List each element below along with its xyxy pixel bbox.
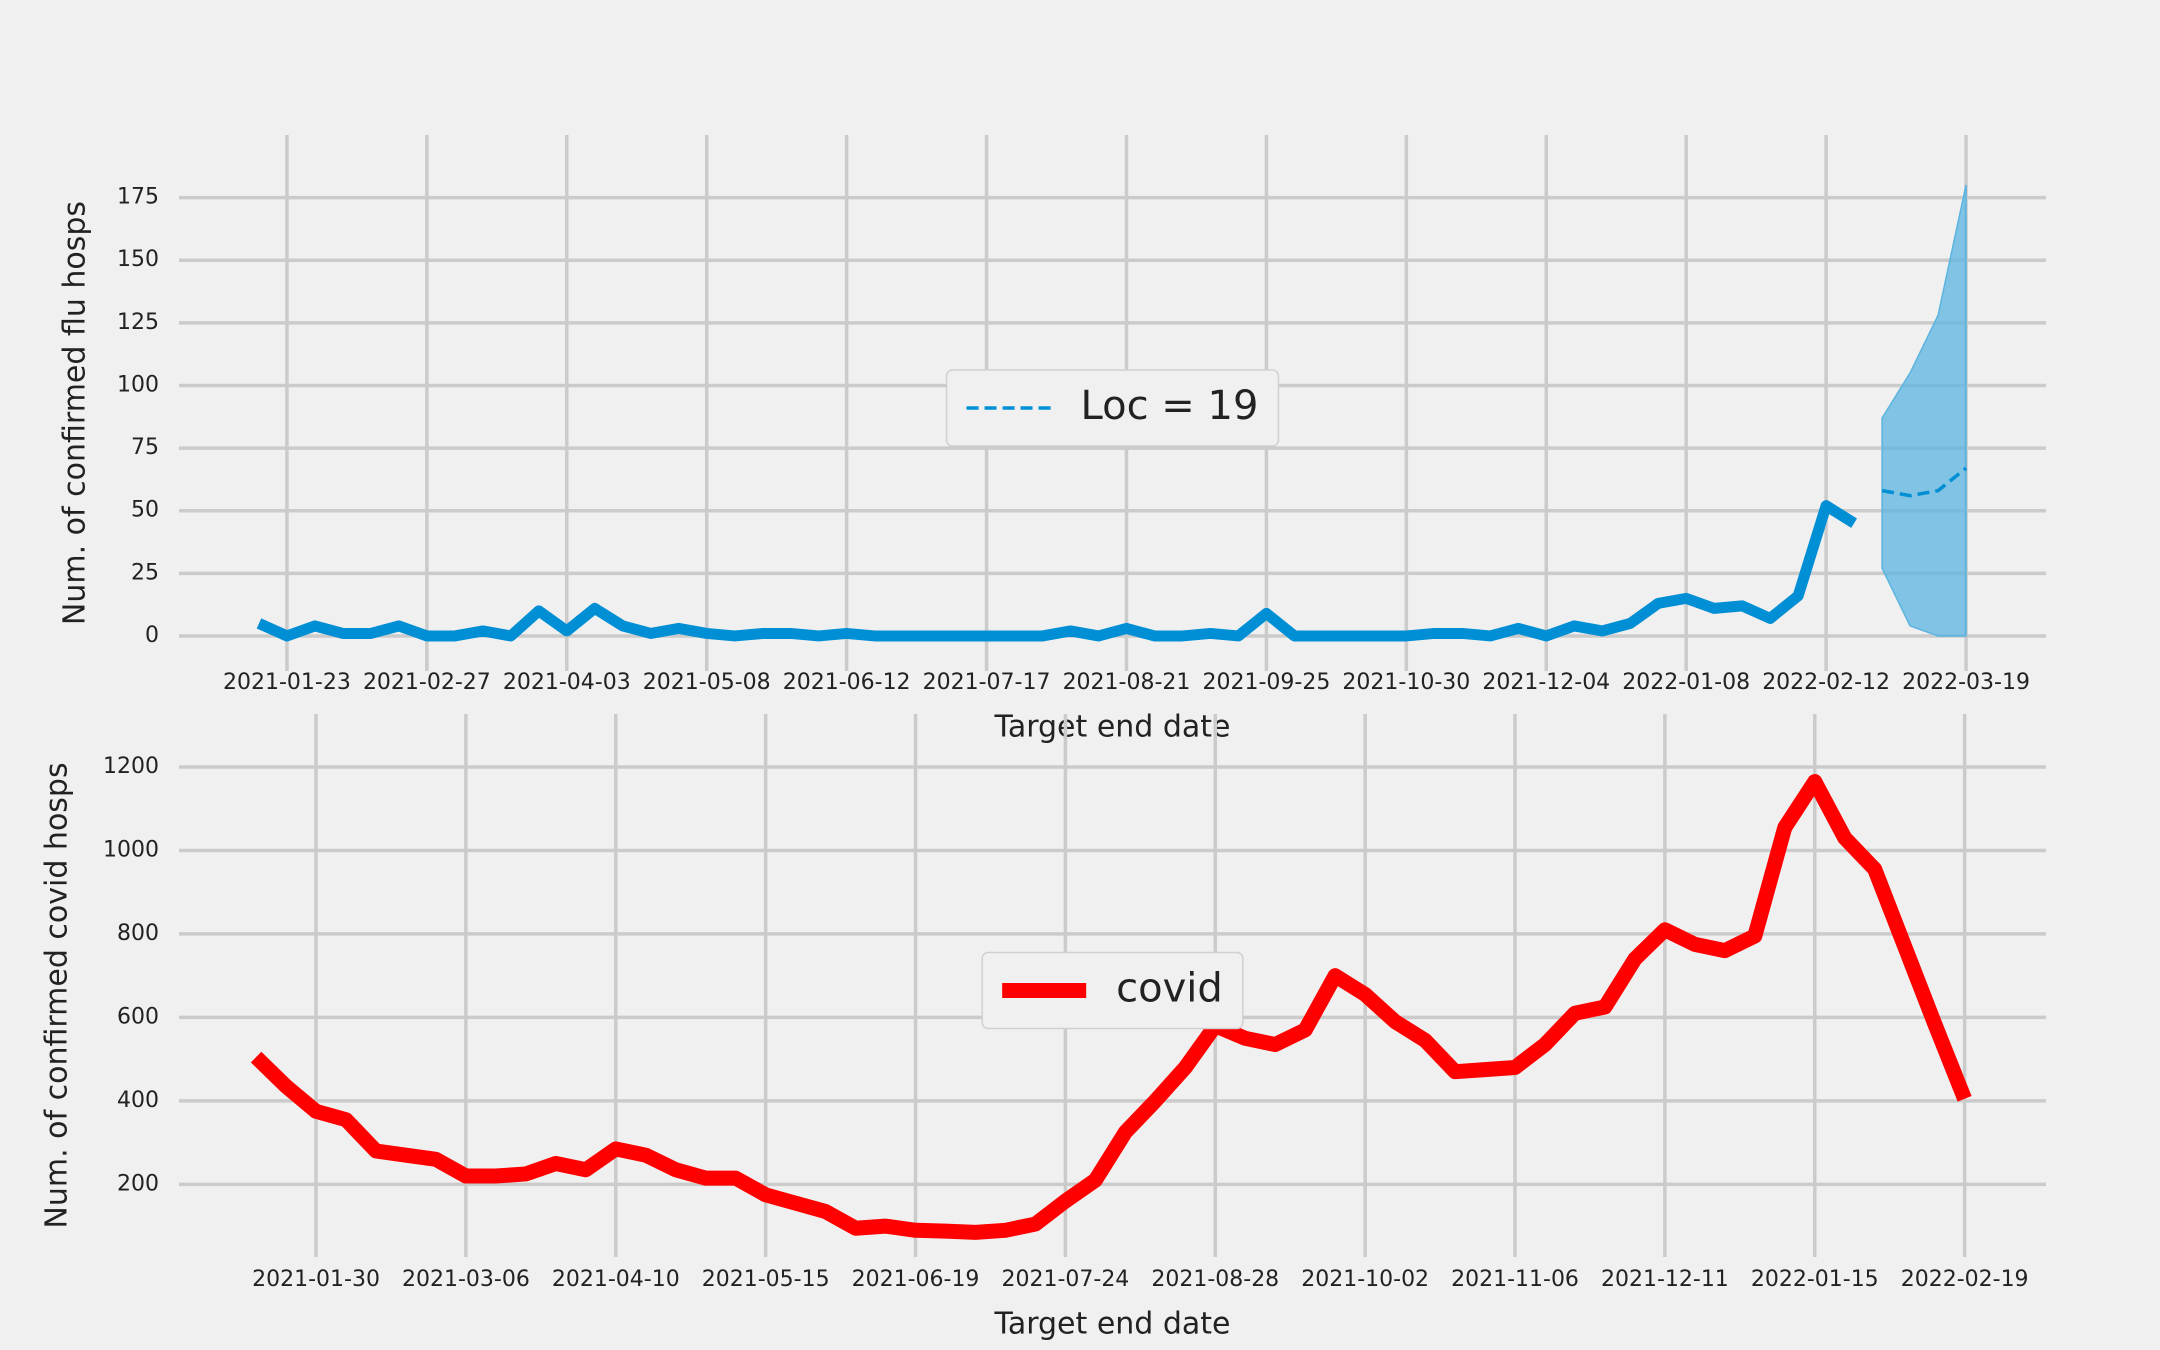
x-axis-title: Target end date: [993, 1307, 1230, 1342]
y-tick-label: 1000: [103, 837, 159, 862]
x-tick-label: 2021-12-11: [1601, 1267, 1729, 1292]
x-tick-label: 2022-03-19: [1902, 670, 2030, 695]
line: [256, 500, 1858, 642]
x-tick-label: 2021-08-28: [1151, 1267, 1279, 1292]
y-tick-label: 800: [117, 921, 159, 946]
x-tick-label: 2021-04-10: [552, 1267, 680, 1292]
y-tick-label: 75: [131, 435, 159, 460]
y-tick-label: 175: [117, 185, 159, 210]
legend: covid: [981, 951, 1244, 1030]
x-tick-label: 2021-05-08: [643, 670, 771, 695]
x-tick-label: 2021-07-17: [923, 670, 1051, 695]
y-tick-label: 0: [145, 623, 159, 648]
x-tick-label: 2021-10-30: [1342, 670, 1470, 695]
x-tick-label: 2021-08-21: [1063, 670, 1191, 695]
x-tick-label: 2022-02-19: [1901, 1267, 2029, 1292]
y-tick-label: 125: [117, 310, 159, 335]
interval-band: [1881, 184, 1967, 637]
x-tick-label: 2021-10-02: [1301, 1267, 1429, 1292]
y-tick-label: 200: [117, 1171, 159, 1196]
legend: Loc = 19: [945, 369, 1280, 447]
y-tick-label: 100: [117, 372, 159, 397]
x-tick-label: 2021-06-19: [852, 1267, 980, 1292]
y-tick-label: 600: [117, 1004, 159, 1029]
x-tick-label: 2021-06-12: [783, 670, 911, 695]
legend-box: [945, 369, 1280, 447]
legend-label: covid: [1116, 966, 1223, 1012]
x-tick-label: 2022-01-08: [1622, 670, 1750, 695]
line: [1881, 466, 1968, 498]
x-tick-label: 2021-05-15: [702, 1267, 830, 1292]
x-tick-label: 2021-03-06: [402, 1267, 530, 1292]
x-tick-label: 2022-02-12: [1762, 670, 1890, 695]
x-tick-label: 2022-01-15: [1751, 1267, 1879, 1292]
y-axis-title: Num. of confirmed covid hosps: [40, 762, 75, 1228]
line: [250, 774, 1972, 1240]
x-tick-label: 2021-11-06: [1451, 1267, 1579, 1292]
x-tick-label: 2021-04-03: [503, 670, 631, 695]
y-tick-label: 1200: [103, 754, 159, 779]
x-tick-label: 2021-01-30: [252, 1267, 380, 1292]
legend-box: [981, 951, 1244, 1030]
x-axis-title: Target end date: [993, 710, 1230, 745]
y-axis-title: Num. of confirmed flu hosps: [58, 201, 93, 625]
y-tick-label: 150: [117, 247, 159, 272]
x-tick-label: 2021-07-24: [1001, 1267, 1129, 1292]
y-tick-label: 25: [131, 560, 159, 585]
x-tick-label: 2021-09-25: [1202, 670, 1330, 695]
y-tick-label: 400: [117, 1088, 159, 1113]
y-tick-label: 50: [131, 498, 159, 523]
x-tick-label: 2021-12-04: [1482, 670, 1610, 695]
legend-label: Loc = 19: [1081, 383, 1259, 429]
x-tick-label: 2021-01-23: [223, 670, 351, 695]
x-tick-label: 2021-02-27: [363, 670, 491, 695]
